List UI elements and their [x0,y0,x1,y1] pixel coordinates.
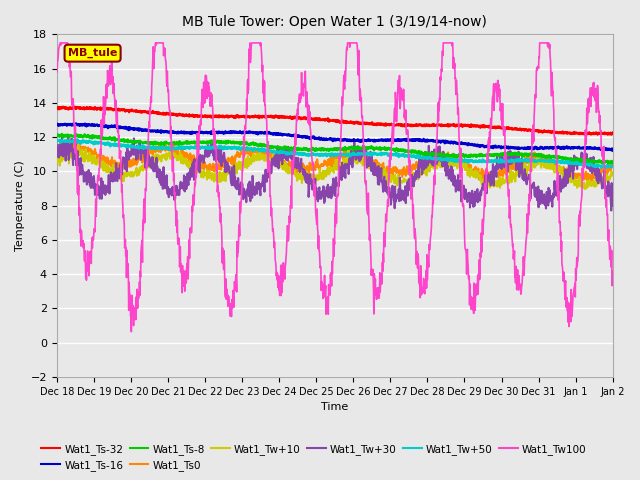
Y-axis label: Temperature (C): Temperature (C) [15,160,25,251]
Title: MB Tule Tower: Open Water 1 (3/19/14-now): MB Tule Tower: Open Water 1 (3/19/14-now… [182,15,487,29]
X-axis label: Time: Time [321,402,348,412]
Legend: Wat1_Ts-32, Wat1_Ts-16, Wat1_Ts-8, Wat1_Ts0, Wat1_Tw+10, Wat1_Tw+30, Wat1_Tw+50,: Wat1_Ts-32, Wat1_Ts-16, Wat1_Ts-8, Wat1_… [37,439,591,475]
Text: MB_tule: MB_tule [68,48,117,58]
